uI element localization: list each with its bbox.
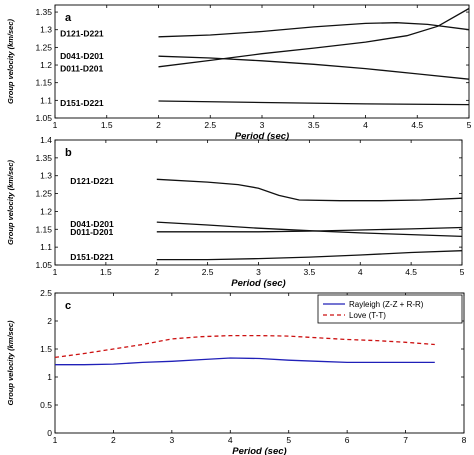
x-tick-label: 6 [345,435,350,445]
y-tick-label: 1.35 [35,153,52,163]
panel-letter: a [65,12,72,24]
x-tick-label: 8 [462,435,467,445]
y-tick-label: 2 [47,316,52,326]
x-tick-label: 2.5 [204,120,216,130]
series-label: D041-D201 [60,51,104,61]
y-tick-label: 1.2 [40,206,52,216]
y-tick-label: 1.35 [35,7,52,17]
series-line [158,7,470,68]
y-tick-label: 1.25 [35,42,52,52]
series-label: D011-D201 [70,227,113,237]
y-tick-label: 1.15 [35,224,52,234]
legend-entry: Rayleigh (Z-Z + R-R) [349,300,424,309]
legend-box [317,294,463,324]
x-tick-label: 1.5 [100,267,112,277]
panel-letter: c [65,300,71,312]
y-tick-label: 1.3 [40,171,52,181]
x-tick-label: 3 [256,267,261,277]
panel-letter: b [65,147,72,159]
panel-b: 1 1.5 2 2.5 3 3.5 4 4.5 5 1.05 1.1 1.15 1.2 1.25 1.3 1.… [6,135,465,289]
series-line [158,100,470,106]
x-tick-label: 4 [363,120,368,130]
legend: Rayleigh (Z-Z + R-R) Love (T-T) [317,294,463,324]
y-tick-label: 1.05 [35,113,52,123]
y-axis-label: Group velocity (km/sec) [6,18,15,104]
series-line [156,226,463,233]
series-label: D121-D221 [60,28,104,38]
y-tick-label: 1.25 [35,189,52,199]
x-tick-label: 1 [53,120,58,130]
y-tick-label: 1.3 [40,25,52,35]
y-tick-label: 1.2 [40,60,52,70]
x-tick-label: 5 [460,267,465,277]
plot-frame [54,4,470,119]
series-line [55,357,435,366]
x-axis-label: Period (sec) [232,446,286,455]
x-tick-label: 3 [260,120,265,130]
y-tick-label: 1.1 [40,242,52,252]
legend-entry: Love (T-T) [349,311,386,320]
y-axis-label: Group velocity (km/sec) [6,320,15,406]
x-tick-label: 2 [154,267,159,277]
x-tick-label: 5 [286,435,291,445]
series-label: D121-D221 [70,176,114,186]
series-label: D151-D221 [70,252,114,262]
panel-a: 1 1.5 2 2.5 3 3.5 4 4.5 5 1.05 1.1 1.15 1.2 1.25 1.3 1.… [6,4,472,142]
x-tick-label: 3 [169,435,174,445]
x-tick-label: 4 [228,435,233,445]
y-tick-label: 0 [47,428,52,438]
panel-c: 1 2 3 4 5 6 7 8 0 0.5 1 1.5 2 2.5 Period (sec) Group ve… [6,288,467,455]
x-tick-label: 4.5 [411,120,423,130]
x-tick-label: 1 [53,435,58,445]
x-tick-label: 2 [111,435,116,445]
x-tick-label: 7 [403,435,408,445]
x-tick-label: 2 [156,120,161,130]
plot-frame [54,139,463,266]
series-line [156,178,463,202]
series-line [54,334,435,359]
plot-frame [54,292,465,434]
y-tick-label: 1.5 [40,344,52,354]
x-tick-label: 3.5 [303,267,315,277]
y-tick-label: 1.1 [40,95,52,105]
series-label: D041-D201 [70,219,114,229]
y-tick-label: 1 [47,372,52,382]
series-line [158,22,470,38]
x-tick-label: 4 [358,267,363,277]
series-label: D011-D201 [60,64,103,74]
y-tick-label: 1.4 [40,135,52,145]
series-label: D151-D221 [60,98,104,108]
y-tick-label: 2.5 [40,288,52,298]
x-tick-label: 5 [467,120,472,130]
series-line [156,250,463,261]
x-tick-label: 2.5 [202,267,214,277]
x-tick-label: 4.5 [405,267,417,277]
series-line [158,55,470,80]
y-tick-label: 0.5 [40,400,52,410]
x-axis-label: Period (sec) [235,131,289,142]
x-tick-label: 1.5 [101,120,113,130]
x-tick-label: 1 [53,267,58,277]
y-axis-label: Group velocity (km/sec) [6,159,15,245]
y-tick-label: 1.05 [35,260,52,270]
y-tick-label: 1.15 [35,78,52,88]
x-tick-label: 3.5 [308,120,320,130]
x-axis-label: Period (sec) [231,278,285,289]
